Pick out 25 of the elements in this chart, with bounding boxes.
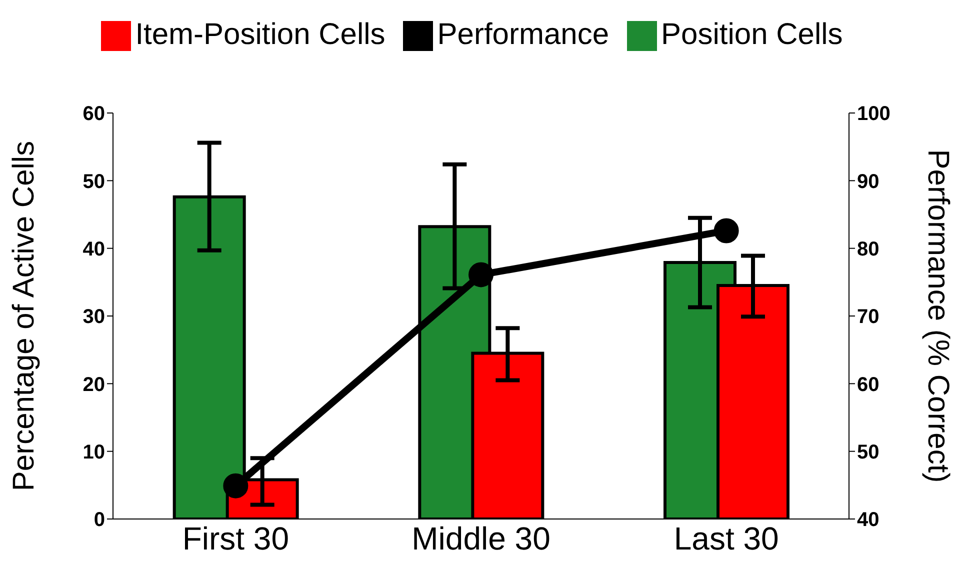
y-tick-label: 10 <box>82 441 105 464</box>
y-tick-label: 0 <box>94 509 105 532</box>
x-tick-label: First 30 <box>182 520 290 557</box>
y2-tick-label: 90 <box>857 170 880 193</box>
y2-tick-label: 80 <box>857 238 880 260</box>
y2-tick-label: 100 <box>857 103 890 126</box>
y-tick-label: 40 <box>82 238 105 260</box>
y-axis-title: Percentage of Active Cells <box>8 140 41 492</box>
point <box>714 218 739 244</box>
x-tick-label: Last 30 <box>674 520 779 557</box>
y-tick-label: 20 <box>82 374 105 396</box>
legend-label: Position Cells <box>661 18 843 51</box>
point <box>223 473 248 498</box>
y-tick-label: 60 <box>82 103 105 126</box>
y-tick-label: 50 <box>82 170 105 193</box>
legend-label: Item-Position Cells <box>135 18 386 51</box>
y2-tick-label: 70 <box>857 306 880 328</box>
x-tick-label: Middle 30 <box>412 520 550 557</box>
y-tick-label: 30 <box>82 306 105 328</box>
legend-label: Performance <box>437 18 610 51</box>
point <box>468 262 494 288</box>
y2-tick-label: 40 <box>857 509 880 532</box>
y2-tick-label: 60 <box>857 374 880 396</box>
y2-tick-label: 50 <box>857 441 880 464</box>
y2-axis-title: Performance (% Correct) <box>921 149 954 483</box>
